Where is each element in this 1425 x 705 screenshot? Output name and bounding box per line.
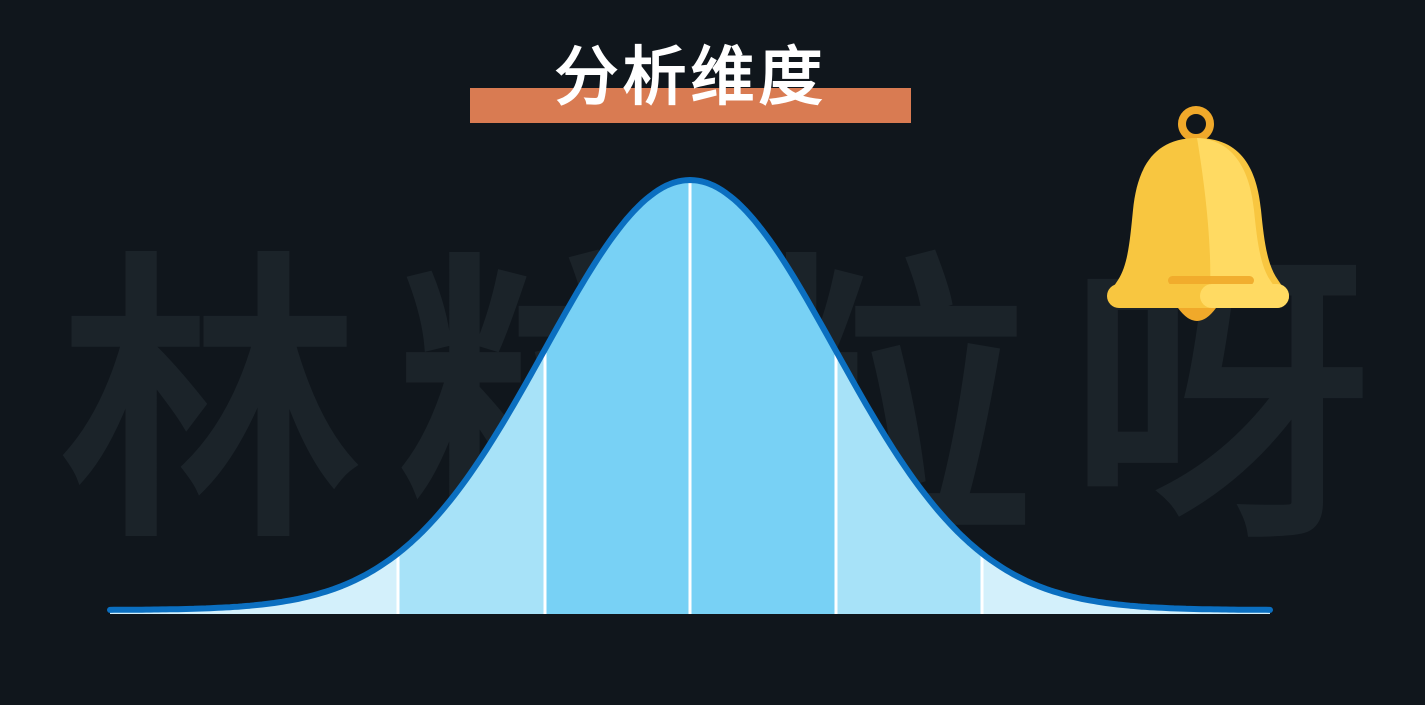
band-right-mid	[836, 180, 982, 614]
band-center-right	[690, 180, 836, 614]
band-center-left	[545, 180, 690, 614]
title-banner: 分析维度	[470, 38, 911, 124]
band-left-tail	[110, 180, 398, 614]
page-title: 分析维度	[554, 41, 827, 115]
curve-outline	[107, 177, 1273, 613]
bell-icon	[1107, 106, 1289, 321]
title-underline-bar	[470, 88, 911, 123]
